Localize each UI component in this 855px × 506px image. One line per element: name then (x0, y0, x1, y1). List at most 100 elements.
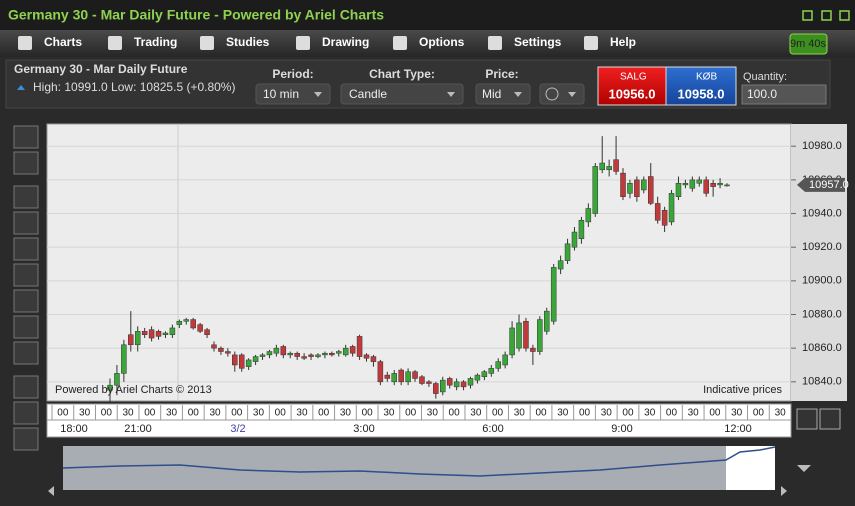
y-tick-label: 10920.0 (802, 241, 842, 253)
candle-body (675, 182, 682, 197)
menu-icon (108, 36, 122, 50)
menu-icon (200, 36, 214, 50)
export-button[interactable] (819, 408, 841, 430)
candle-body (620, 172, 626, 197)
candle-body (585, 208, 592, 223)
time-slot: 30 (644, 408, 656, 419)
time-slot: 00 (622, 408, 634, 419)
candle-body (148, 329, 155, 339)
chart-type-label: Chart Type: (369, 67, 435, 81)
menu-bar (0, 30, 855, 57)
menu-icon (488, 36, 502, 50)
navigator-window[interactable] (726, 446, 775, 490)
candle-body (377, 361, 384, 383)
candle-body (259, 354, 266, 357)
menu-item[interactable]: Charts (44, 35, 82, 49)
candle-body (544, 310, 550, 332)
candle-body (724, 184, 730, 187)
candle-body (197, 324, 203, 332)
candle-body (232, 354, 238, 366)
candle-body (336, 351, 342, 354)
chart-type: Candle (349, 87, 387, 101)
time-slot: 00 (666, 408, 678, 419)
candle-body (426, 381, 432, 384)
candle-body (467, 378, 474, 386)
candle-body (405, 371, 411, 383)
candle-body (571, 231, 578, 248)
time-label: 6:00 (482, 423, 503, 435)
candle-body (356, 336, 363, 357)
candle-body (634, 179, 640, 197)
plot-area (46, 123, 792, 402)
candle-body (654, 203, 661, 221)
time-label: 18:00 (60, 423, 88, 435)
period: 10 min (263, 87, 299, 101)
menu-item[interactable]: Studies (226, 35, 270, 49)
clock-icon (545, 87, 559, 101)
last-price: 10957.0 (809, 179, 849, 191)
candle-body (613, 159, 619, 172)
candle-body (128, 334, 134, 346)
menu-icon (584, 36, 598, 50)
time-slot: 30 (514, 408, 526, 419)
menu: Charts Trading Studies Drawing Options Settin… (18, 35, 636, 50)
candle-body (717, 182, 723, 186)
quantity: 100.0 (747, 87, 777, 101)
y-tick-label: 10980.0 (802, 140, 842, 152)
menu-item[interactable]: Trading (134, 35, 177, 49)
credit: Powered by Ariel Charts © 2013 (55, 384, 212, 396)
candle-body (627, 182, 633, 194)
menu-item[interactable]: Options (419, 35, 465, 49)
time-slot: 00 (275, 408, 287, 419)
menu-icon (296, 36, 310, 50)
candle-body (440, 379, 446, 393)
menu-item[interactable]: Settings (514, 35, 562, 49)
price-axis (791, 124, 847, 401)
menu-item[interactable]: Help (610, 35, 636, 49)
menu-item[interactable]: Drawing (322, 35, 369, 49)
price-select[interactable] (475, 83, 531, 105)
last-price-marker (797, 177, 845, 192)
period-select[interactable] (255, 83, 331, 105)
candle-body (155, 331, 162, 337)
time-slot: 00 (405, 408, 417, 419)
time-slot: 30 (79, 408, 91, 419)
window-controls[interactable] (802, 10, 850, 21)
candle-body (689, 179, 696, 189)
candle-body (488, 368, 495, 374)
buy-button[interactable] (665, 66, 737, 106)
clock-select[interactable] (539, 83, 585, 105)
time-label: 3:00 (353, 423, 374, 435)
quantity-input[interactable] (741, 84, 827, 105)
time-slot: 30 (123, 408, 135, 419)
candle-body (211, 344, 217, 349)
candle-body (453, 381, 460, 388)
candle-body (169, 327, 176, 335)
time-label: 9:00 (611, 423, 632, 435)
time-slot: 30 (470, 408, 482, 419)
time-slot: 00 (318, 408, 330, 419)
chart-type-select[interactable] (340, 83, 464, 105)
time-slot: 30 (340, 408, 352, 419)
sell-button[interactable] (597, 66, 667, 106)
candle-body (523, 320, 529, 349)
y-tick-label: 10840.0 (802, 376, 842, 388)
candle-body (315, 354, 321, 357)
candle-body (391, 373, 397, 383)
time-slot: 00 (188, 408, 200, 419)
time-slot: 30 (557, 408, 569, 419)
price: Mid (482, 87, 501, 101)
navigator-line (62, 446, 776, 477)
time-label: 21:00 (124, 423, 152, 435)
candle-body (661, 209, 668, 226)
up-arrow (17, 85, 25, 90)
menu-icon (393, 36, 407, 50)
timer-badge (789, 33, 828, 55)
fullscreen-button[interactable] (796, 408, 818, 430)
candle-body (363, 354, 370, 359)
candle-body (190, 319, 196, 329)
candle-body (537, 319, 543, 352)
candle-body (481, 371, 488, 378)
candle-body (433, 383, 439, 394)
